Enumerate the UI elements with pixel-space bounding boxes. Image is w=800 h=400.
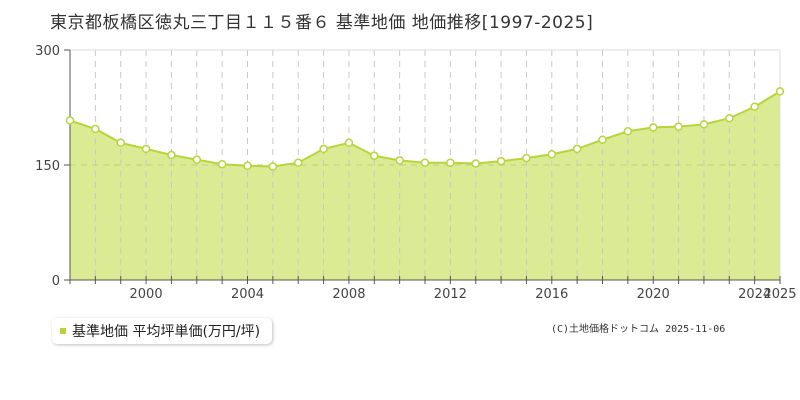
data-points — [65, 87, 785, 171]
svg-text:2000: 2000 — [130, 287, 163, 302]
legend-label: 基準地価 平均坪単価(万円/坪) — [72, 324, 261, 340]
svg-text:300: 300 — [35, 44, 60, 59]
legend: 基準地価 平均坪単価(万円/坪) — [52, 318, 273, 344]
copyright-text: (C)土地価格ドットコム 2025-11-06 — [551, 324, 726, 335]
axes — [64, 49, 781, 284]
svg-text:2008: 2008 — [332, 287, 365, 302]
svg-text:2025: 2025 — [763, 287, 796, 302]
svg-text:0: 0 — [52, 274, 60, 289]
svg-text:2020: 2020 — [637, 287, 670, 302]
svg-text:2024: 2024 — [738, 287, 771, 302]
svg-text:2004: 2004 — [231, 287, 264, 302]
svg-text:2012: 2012 — [434, 287, 467, 302]
chart-title: 東京都板橋区徳丸三丁目１１５番６ 基準地価 地価推移[1997-2025] — [50, 13, 594, 33]
legend-swatch-icon — [60, 328, 66, 334]
svg-text:150: 150 — [35, 159, 60, 174]
svg-text:2016: 2016 — [535, 287, 568, 302]
